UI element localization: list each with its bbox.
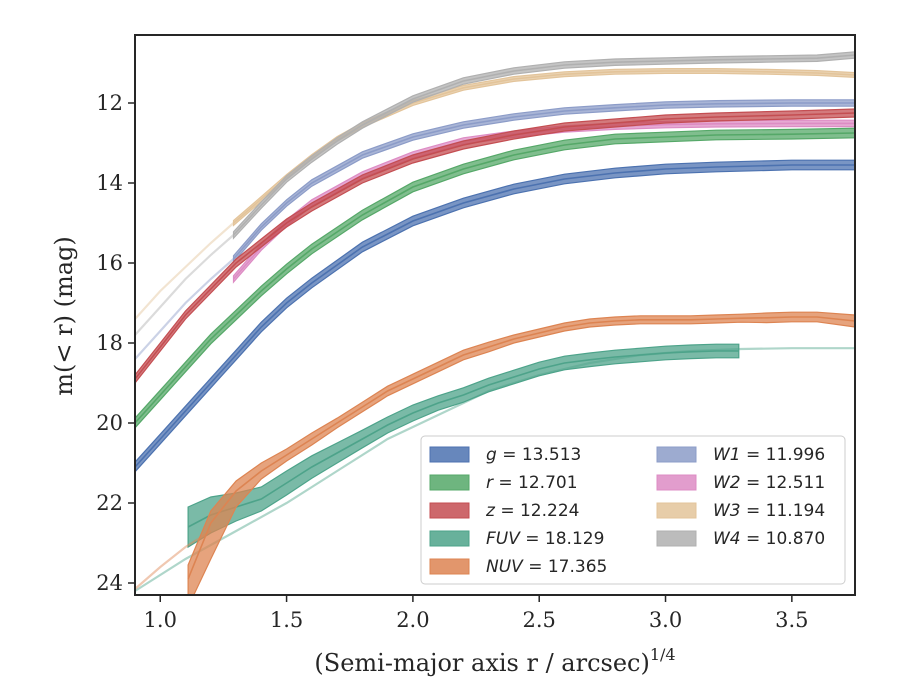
series-fuv-line bbox=[187, 350, 739, 528]
y-tick-label-6: 24 bbox=[96, 571, 123, 595]
legend-label-g-var: g bbox=[486, 445, 497, 465]
x-axis-label: (Semi-major axis r / arcsec)1/4 bbox=[314, 645, 675, 677]
y-tick-label-3: 18 bbox=[96, 331, 123, 355]
legend-label-r-value: = 12.701 bbox=[493, 473, 578, 493]
legend-entry-w1: W1 = 11.996 bbox=[656, 445, 825, 465]
series-w3-faint-line bbox=[135, 222, 235, 320]
legend-swatch-z bbox=[429, 502, 470, 519]
series-fuv-band bbox=[187, 343, 740, 549]
legend-label-r: r = 12.701 bbox=[486, 473, 578, 493]
series-g-line bbox=[135, 164, 855, 468]
x-tick-label-0: 1.0 bbox=[144, 608, 177, 632]
series-nuv-band bbox=[187, 311, 855, 595]
series-w4-band bbox=[232, 51, 855, 240]
series-r bbox=[135, 127, 855, 429]
legend-swatch-w1 bbox=[656, 446, 697, 463]
legend-label-w2: W2 = 12.511 bbox=[713, 473, 825, 493]
series-nuv bbox=[135, 311, 855, 595]
legend-label-z-value: = 12.224 bbox=[495, 501, 580, 521]
legend-swatch-g bbox=[429, 446, 470, 463]
legend-label-fuv-var: FUV bbox=[486, 529, 521, 549]
series-w4 bbox=[135, 51, 855, 336]
legend-label-z: z = 12.224 bbox=[485, 501, 579, 521]
x-axis-label-text: (Semi-major axis r / arcsec) bbox=[314, 649, 649, 677]
series-nuv-line bbox=[187, 316, 855, 580]
legend-box bbox=[420, 435, 846, 585]
legend-entry-g: g = 13.513 bbox=[429, 445, 581, 465]
series-w1-faint-line bbox=[135, 258, 235, 360]
legend-swatch-fuv bbox=[429, 530, 470, 547]
y-axis-label: m(< r) (mag) bbox=[50, 236, 78, 395]
legend-label-nuv: NUV = 17.365 bbox=[486, 557, 607, 577]
series-w4-faint-line bbox=[135, 234, 235, 336]
legend-label-w3-var: W3 bbox=[713, 501, 741, 521]
legend-label-r-var: r bbox=[486, 473, 494, 493]
legend-label-z-var: z bbox=[485, 501, 496, 521]
x-tick-label-4: 3.0 bbox=[649, 608, 682, 632]
legend-entry-w3: W3 = 11.194 bbox=[656, 501, 825, 521]
legend-label-w4-var: W4 bbox=[713, 529, 741, 549]
legend-label-nuv-var: NUV bbox=[486, 557, 524, 577]
series-fuv bbox=[135, 343, 855, 592]
y-tick-label-2: 16 bbox=[96, 251, 123, 275]
y-tick-label-1: 14 bbox=[96, 171, 123, 195]
plot-layer bbox=[135, 51, 855, 595]
x-tick-label-3: 2.5 bbox=[523, 608, 556, 632]
legend-label-w2-value: = 12.511 bbox=[741, 473, 826, 493]
series-z-band bbox=[135, 108, 855, 384]
series-z bbox=[135, 108, 855, 384]
legend-label-w1-var: W1 bbox=[713, 445, 741, 465]
legend-label-fuv-value: = 18.129 bbox=[520, 529, 605, 549]
series-r-band bbox=[135, 127, 855, 429]
legend-label-w4-value: = 10.870 bbox=[741, 529, 826, 549]
legend-label-g: g = 13.513 bbox=[486, 445, 581, 465]
legend-swatch-w2 bbox=[656, 474, 697, 491]
legend-entry-nuv: NUV = 17.365 bbox=[429, 557, 607, 577]
series-z-line bbox=[135, 112, 855, 380]
series-nuv-faint-line bbox=[135, 530, 212, 590]
series-g bbox=[135, 159, 855, 473]
legend-entry-fuv: FUV = 18.129 bbox=[429, 529, 604, 549]
ticks-layer: 1.0 1.5 2.0 2.5 3.0 3.5 12 14 16 18 20 22 24 bbox=[96, 91, 808, 632]
series-w4-line bbox=[232, 54, 855, 236]
legend-swatch-nuv bbox=[429, 558, 470, 575]
legend-entry-z: z = 12.224 bbox=[429, 501, 579, 521]
series-r-line bbox=[135, 132, 855, 424]
legend-label-w2-var: W2 bbox=[713, 473, 741, 493]
series-w1-line bbox=[232, 102, 855, 260]
legend-entry-r: r = 12.701 bbox=[429, 473, 578, 493]
x-axis-label-power: 1/4 bbox=[650, 645, 676, 664]
legend-label-w3-value: = 11.194 bbox=[741, 501, 826, 521]
series-w1 bbox=[135, 99, 855, 360]
series-g-band bbox=[135, 159, 855, 473]
legend-label-nuv-value: = 17.365 bbox=[523, 557, 608, 577]
legend-label-w3: W3 = 11.194 bbox=[713, 501, 825, 521]
y-tick-label-0: 12 bbox=[96, 91, 123, 115]
x-tick-label-5: 3.5 bbox=[775, 608, 808, 632]
legend-label-w1-value: = 11.996 bbox=[741, 445, 826, 465]
legend-label-fuv: FUV = 18.129 bbox=[486, 529, 604, 549]
axes-frame bbox=[134, 34, 856, 596]
legend-label-g-value: = 13.513 bbox=[497, 445, 582, 465]
legend-swatch-w4 bbox=[656, 530, 697, 547]
y-tick-label-4: 20 bbox=[96, 411, 123, 435]
legend-label-w1: W1 = 11.996 bbox=[713, 445, 825, 465]
legend-entry-w2: W2 = 12.511 bbox=[656, 473, 825, 493]
y-tick-label-5: 22 bbox=[96, 491, 123, 515]
x-tick-label-1: 1.5 bbox=[270, 608, 303, 632]
x-tick-label-2: 2.0 bbox=[396, 608, 429, 632]
legend-swatch-r bbox=[429, 474, 470, 491]
legend-label-w4: W4 = 10.870 bbox=[713, 529, 825, 549]
legend-entry-w4: W4 = 10.870 bbox=[656, 529, 825, 549]
series-w1-band bbox=[232, 99, 855, 264]
legend-swatch-w3 bbox=[656, 502, 697, 519]
